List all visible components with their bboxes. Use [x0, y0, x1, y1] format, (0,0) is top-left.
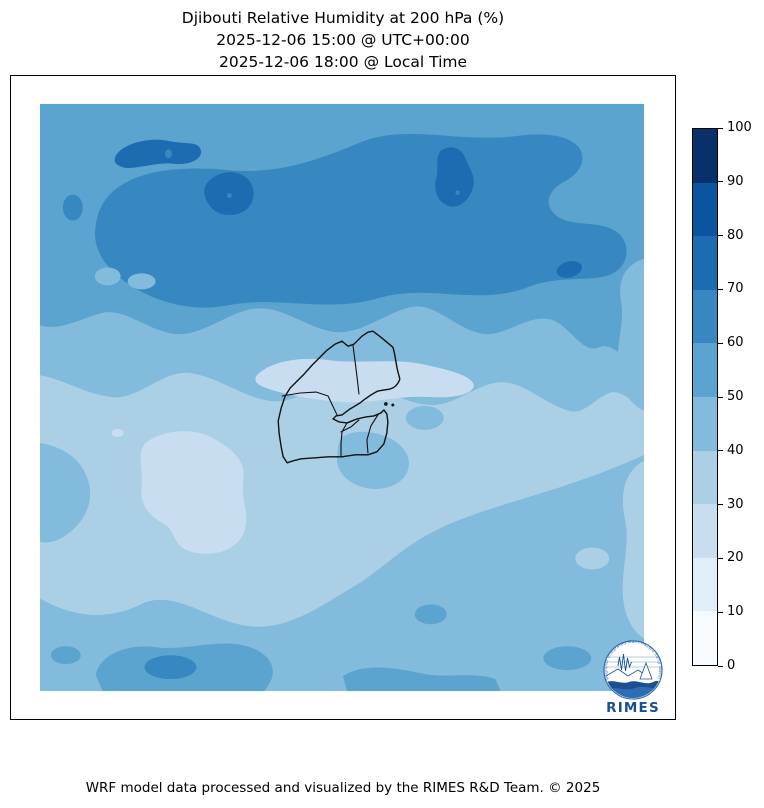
- contour-core-70-80-northwest: [114, 139, 202, 169]
- contour-band-20-30-djibouti: [255, 358, 474, 403]
- sail-shape: [639, 661, 653, 680]
- footer-credit: WRF model data processed and visualized …: [85, 780, 601, 796]
- colorbar-cell: [693, 396, 717, 451]
- colorbar-tick-mark: [718, 557, 723, 559]
- contour-hole-60-70: [226, 193, 232, 199]
- contour-blob-50-60-bottom-farleft: [50, 646, 81, 665]
- colorbar-tick-mark: [718, 342, 723, 344]
- colorbar-tick-mark: [718, 181, 723, 183]
- contour-core-70-80-east: [556, 261, 583, 278]
- map-axes: Regional Integrated Multi-Hazard Early W…: [10, 75, 676, 720]
- region-border-tadjourah-west: [281, 391, 338, 416]
- contour-dot-40-50: [94, 267, 121, 286]
- seismograph-squiggle: [617, 653, 632, 672]
- contour-blob-50-60-bottom-small: [414, 604, 447, 625]
- colorbar-tick-mark: [718, 288, 723, 290]
- logo-wordmark: RIMES: [606, 700, 660, 715]
- colorbar-cell: [693, 129, 717, 183]
- contour-blob-50-60-bottom-center: [343, 667, 501, 692]
- contour-strip-30-40-right-edge-lower: [622, 460, 645, 639]
- contour-band-40-50-bottom: [39, 454, 645, 692]
- contour-hole-60-70: [165, 149, 173, 159]
- region-border-obock-tadjourah: [352, 344, 360, 395]
- colorbar-cell: [693, 611, 717, 665]
- colorbar-cell: [693, 557, 717, 612]
- region-border-alisabieh: [366, 414, 379, 454]
- plot-title: Djibouti Relative Humidity at 200 hPa (%…: [10, 7, 676, 73]
- contour-patch-40-50-left-edge: [39, 442, 91, 543]
- djibouti-boundary: [277, 330, 401, 464]
- colorbar-tick-label: 30: [727, 496, 744, 512]
- colorbar-tick-mark: [718, 504, 723, 506]
- colorbar-tick-mark: [718, 450, 723, 452]
- colorbar: [692, 128, 718, 666]
- title-line-2: 2025-12-06 15:00 @ UTC+00:00: [216, 31, 470, 49]
- colorbar-cell: [693, 343, 717, 397]
- colorbar-tick-label: 100: [727, 120, 752, 135]
- colorbar-tick-mark: [718, 396, 723, 398]
- colorbar-tick-mark: [718, 611, 723, 613]
- contour-map: [39, 103, 645, 692]
- contour-dot-40-50: [127, 273, 156, 290]
- contour-hole-60-70: [455, 190, 460, 195]
- contour-strip-40-50-right-edge: [617, 258, 645, 411]
- region-border-arta-south: [340, 419, 360, 433]
- island-dot: [384, 402, 388, 406]
- colorbar-cell: [693, 504, 717, 558]
- djibouti-outline: [277, 330, 401, 464]
- contour-hole-30-40: [575, 547, 610, 570]
- colorbar-tick-label: 20: [727, 550, 744, 566]
- contour-core-70-80-center: [435, 147, 474, 207]
- colorbar-tick-mark: [718, 235, 723, 237]
- colorbar-tick-label: 50: [727, 389, 744, 404]
- title-line-3: 2025-12-06 18:00 @ Local Time: [218, 53, 468, 71]
- contour-dot-20-30: [111, 428, 124, 437]
- contour-blob-60-70-left-edge: [62, 194, 83, 221]
- contour-blob-50-60-bottom-right: [543, 646, 592, 671]
- colorbar-cell: [693, 236, 717, 290]
- colorbar-tick-label: 80: [727, 227, 744, 243]
- colorbar-tick-label: 70: [727, 281, 744, 297]
- colorbar-ticks: 0 10 20 30 40 50 60 70 80 90 100: [718, 120, 764, 673]
- colorbar-tick-label: 60: [727, 335, 744, 351]
- colorbar-cell: [693, 289, 717, 344]
- colorbar-tick-label: 40: [727, 442, 744, 458]
- island-dot: [391, 403, 395, 407]
- contour-blob-20-30-southwest: [140, 431, 247, 554]
- region-border-arta-dikhil: [340, 422, 348, 457]
- rimes-logo: Regional Integrated Multi-Hazard Early W…: [588, 635, 663, 715]
- colorbar-cell: [693, 182, 717, 237]
- contour-blob-40-50-south-of-djibouti: [336, 431, 409, 489]
- colorbar-tick-mark: [718, 665, 723, 667]
- colorbar-tick-label: 90: [727, 173, 744, 189]
- title-line-1: Djibouti Relative Humidity at 200 hPa (%…: [181, 9, 505, 27]
- contour-core-60-70-bottom: [144, 655, 197, 680]
- contour-blob-40-50-southeast-of-djibouti: [405, 405, 444, 430]
- colorbar-tick-mark: [718, 127, 723, 129]
- colorbar-cell: [693, 450, 717, 505]
- colorbar-tick-label: 10: [727, 604, 744, 620]
- colorbar-tick-label: 0: [727, 658, 736, 673]
